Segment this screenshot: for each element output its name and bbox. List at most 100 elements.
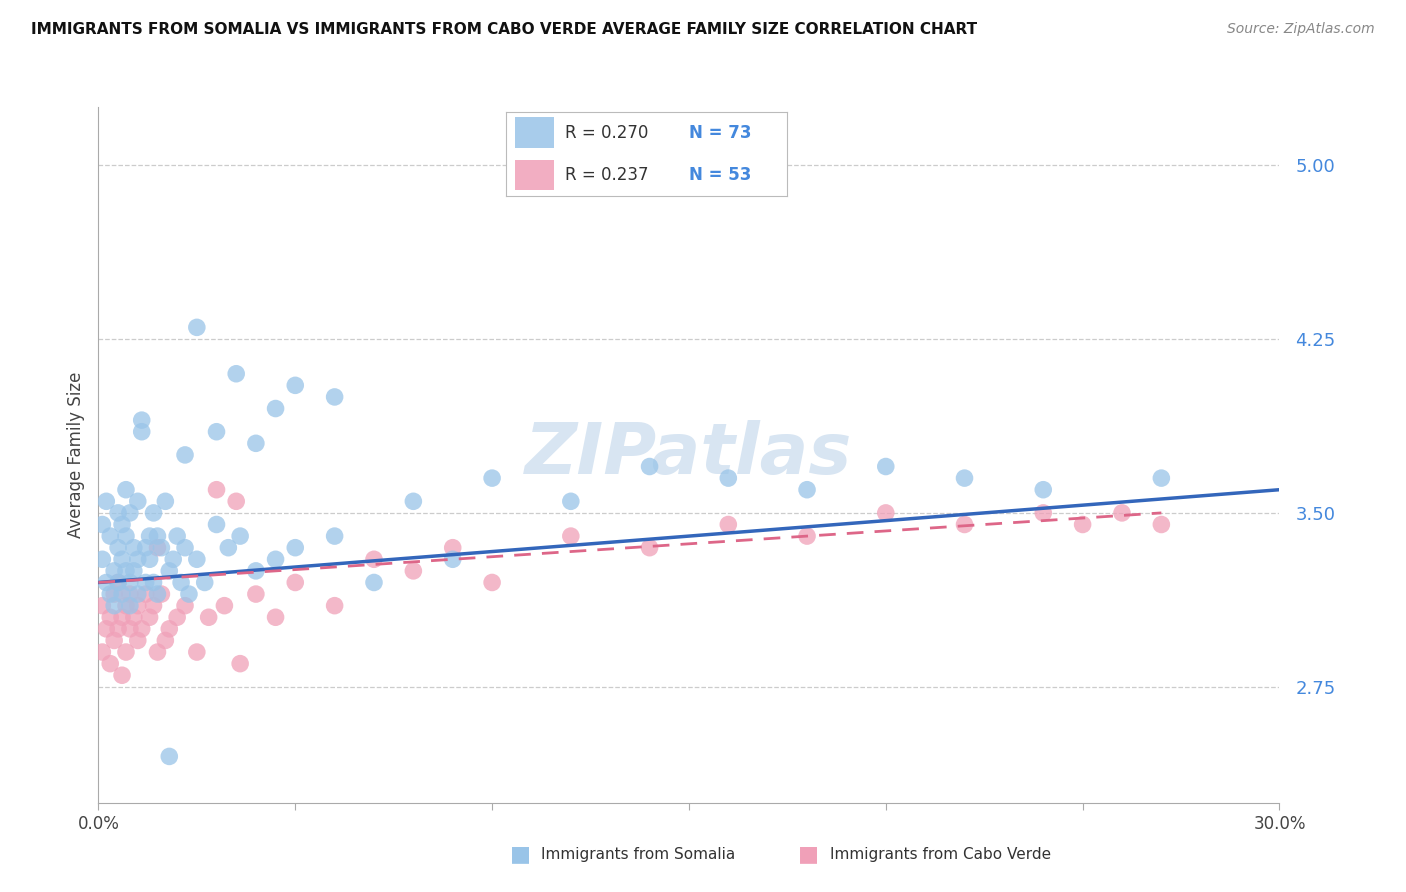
- Point: [127, 494, 149, 508]
- Y-axis label: Average Family Size: Average Family Size: [66, 372, 84, 538]
- Point: [111, 517, 134, 532]
- Point: [96, 622, 118, 636]
- Point: [138, 552, 160, 566]
- Point: [796, 483, 818, 497]
- Point: [481, 471, 503, 485]
- Point: [186, 552, 208, 566]
- Point: [638, 459, 661, 474]
- Point: [245, 436, 267, 450]
- Point: [115, 645, 138, 659]
- Point: [717, 471, 740, 485]
- Point: [638, 541, 661, 555]
- Point: [245, 564, 267, 578]
- Point: [323, 390, 346, 404]
- Point: [135, 541, 157, 555]
- Point: [98, 657, 121, 671]
- Point: [441, 541, 464, 555]
- Point: [264, 552, 287, 566]
- Text: R = 0.237: R = 0.237: [565, 166, 648, 184]
- Point: [205, 483, 228, 497]
- Point: [122, 564, 145, 578]
- Point: [127, 587, 149, 601]
- Point: [103, 633, 125, 648]
- Point: [229, 657, 252, 671]
- Point: [323, 529, 346, 543]
- Point: [264, 401, 287, 416]
- Point: [118, 575, 141, 590]
- Point: [150, 541, 173, 555]
- Point: [135, 587, 157, 601]
- Point: [118, 587, 141, 601]
- Text: N = 53: N = 53: [689, 166, 751, 184]
- Point: [796, 529, 818, 543]
- Point: [1071, 517, 1094, 532]
- Point: [1111, 506, 1133, 520]
- Point: [107, 506, 129, 520]
- Point: [186, 320, 208, 334]
- Text: Source: ZipAtlas.com: Source: ZipAtlas.com: [1227, 22, 1375, 37]
- Point: [122, 610, 145, 624]
- Point: [91, 599, 114, 613]
- Point: [157, 749, 180, 764]
- Point: [402, 564, 425, 578]
- Point: [194, 575, 217, 590]
- Point: [225, 494, 247, 508]
- Text: R = 0.270: R = 0.270: [565, 124, 648, 142]
- Point: [91, 552, 114, 566]
- Point: [107, 575, 129, 590]
- Point: [1150, 517, 1173, 532]
- Point: [107, 541, 129, 555]
- Point: [127, 599, 149, 613]
- Point: [157, 622, 180, 636]
- Point: [115, 483, 138, 497]
- Point: [170, 575, 193, 590]
- Point: [157, 564, 180, 578]
- Point: [174, 599, 197, 613]
- Text: ■: ■: [799, 845, 818, 864]
- Point: [875, 506, 897, 520]
- Point: [402, 494, 425, 508]
- Point: [560, 529, 582, 543]
- Point: [205, 517, 228, 532]
- Point: [953, 517, 976, 532]
- Point: [111, 610, 134, 624]
- Point: [717, 517, 740, 532]
- Point: [560, 494, 582, 508]
- Point: [142, 575, 165, 590]
- Point: [155, 494, 177, 508]
- Point: [166, 610, 188, 624]
- Point: [138, 529, 160, 543]
- Point: [953, 471, 976, 485]
- Point: [127, 633, 149, 648]
- Point: [150, 587, 173, 601]
- Point: [174, 541, 197, 555]
- Text: ■: ■: [510, 845, 530, 864]
- Point: [1032, 506, 1054, 520]
- Point: [441, 552, 464, 566]
- Point: [214, 599, 236, 613]
- Text: Immigrants from Somalia: Immigrants from Somalia: [541, 847, 735, 862]
- Point: [875, 459, 897, 474]
- Point: [111, 668, 134, 682]
- Point: [174, 448, 197, 462]
- FancyBboxPatch shape: [515, 118, 554, 148]
- Point: [205, 425, 228, 439]
- Point: [142, 506, 165, 520]
- Point: [166, 529, 188, 543]
- Point: [127, 552, 149, 566]
- Point: [284, 575, 307, 590]
- Text: N = 73: N = 73: [689, 124, 751, 142]
- Point: [323, 599, 346, 613]
- Point: [96, 494, 118, 508]
- Point: [162, 552, 184, 566]
- Point: [131, 413, 153, 427]
- Point: [284, 378, 307, 392]
- Point: [98, 587, 121, 601]
- Point: [1032, 483, 1054, 497]
- FancyBboxPatch shape: [515, 160, 554, 190]
- Point: [217, 541, 239, 555]
- Point: [107, 575, 129, 590]
- Point: [103, 564, 125, 578]
- Point: [264, 610, 287, 624]
- Point: [131, 622, 153, 636]
